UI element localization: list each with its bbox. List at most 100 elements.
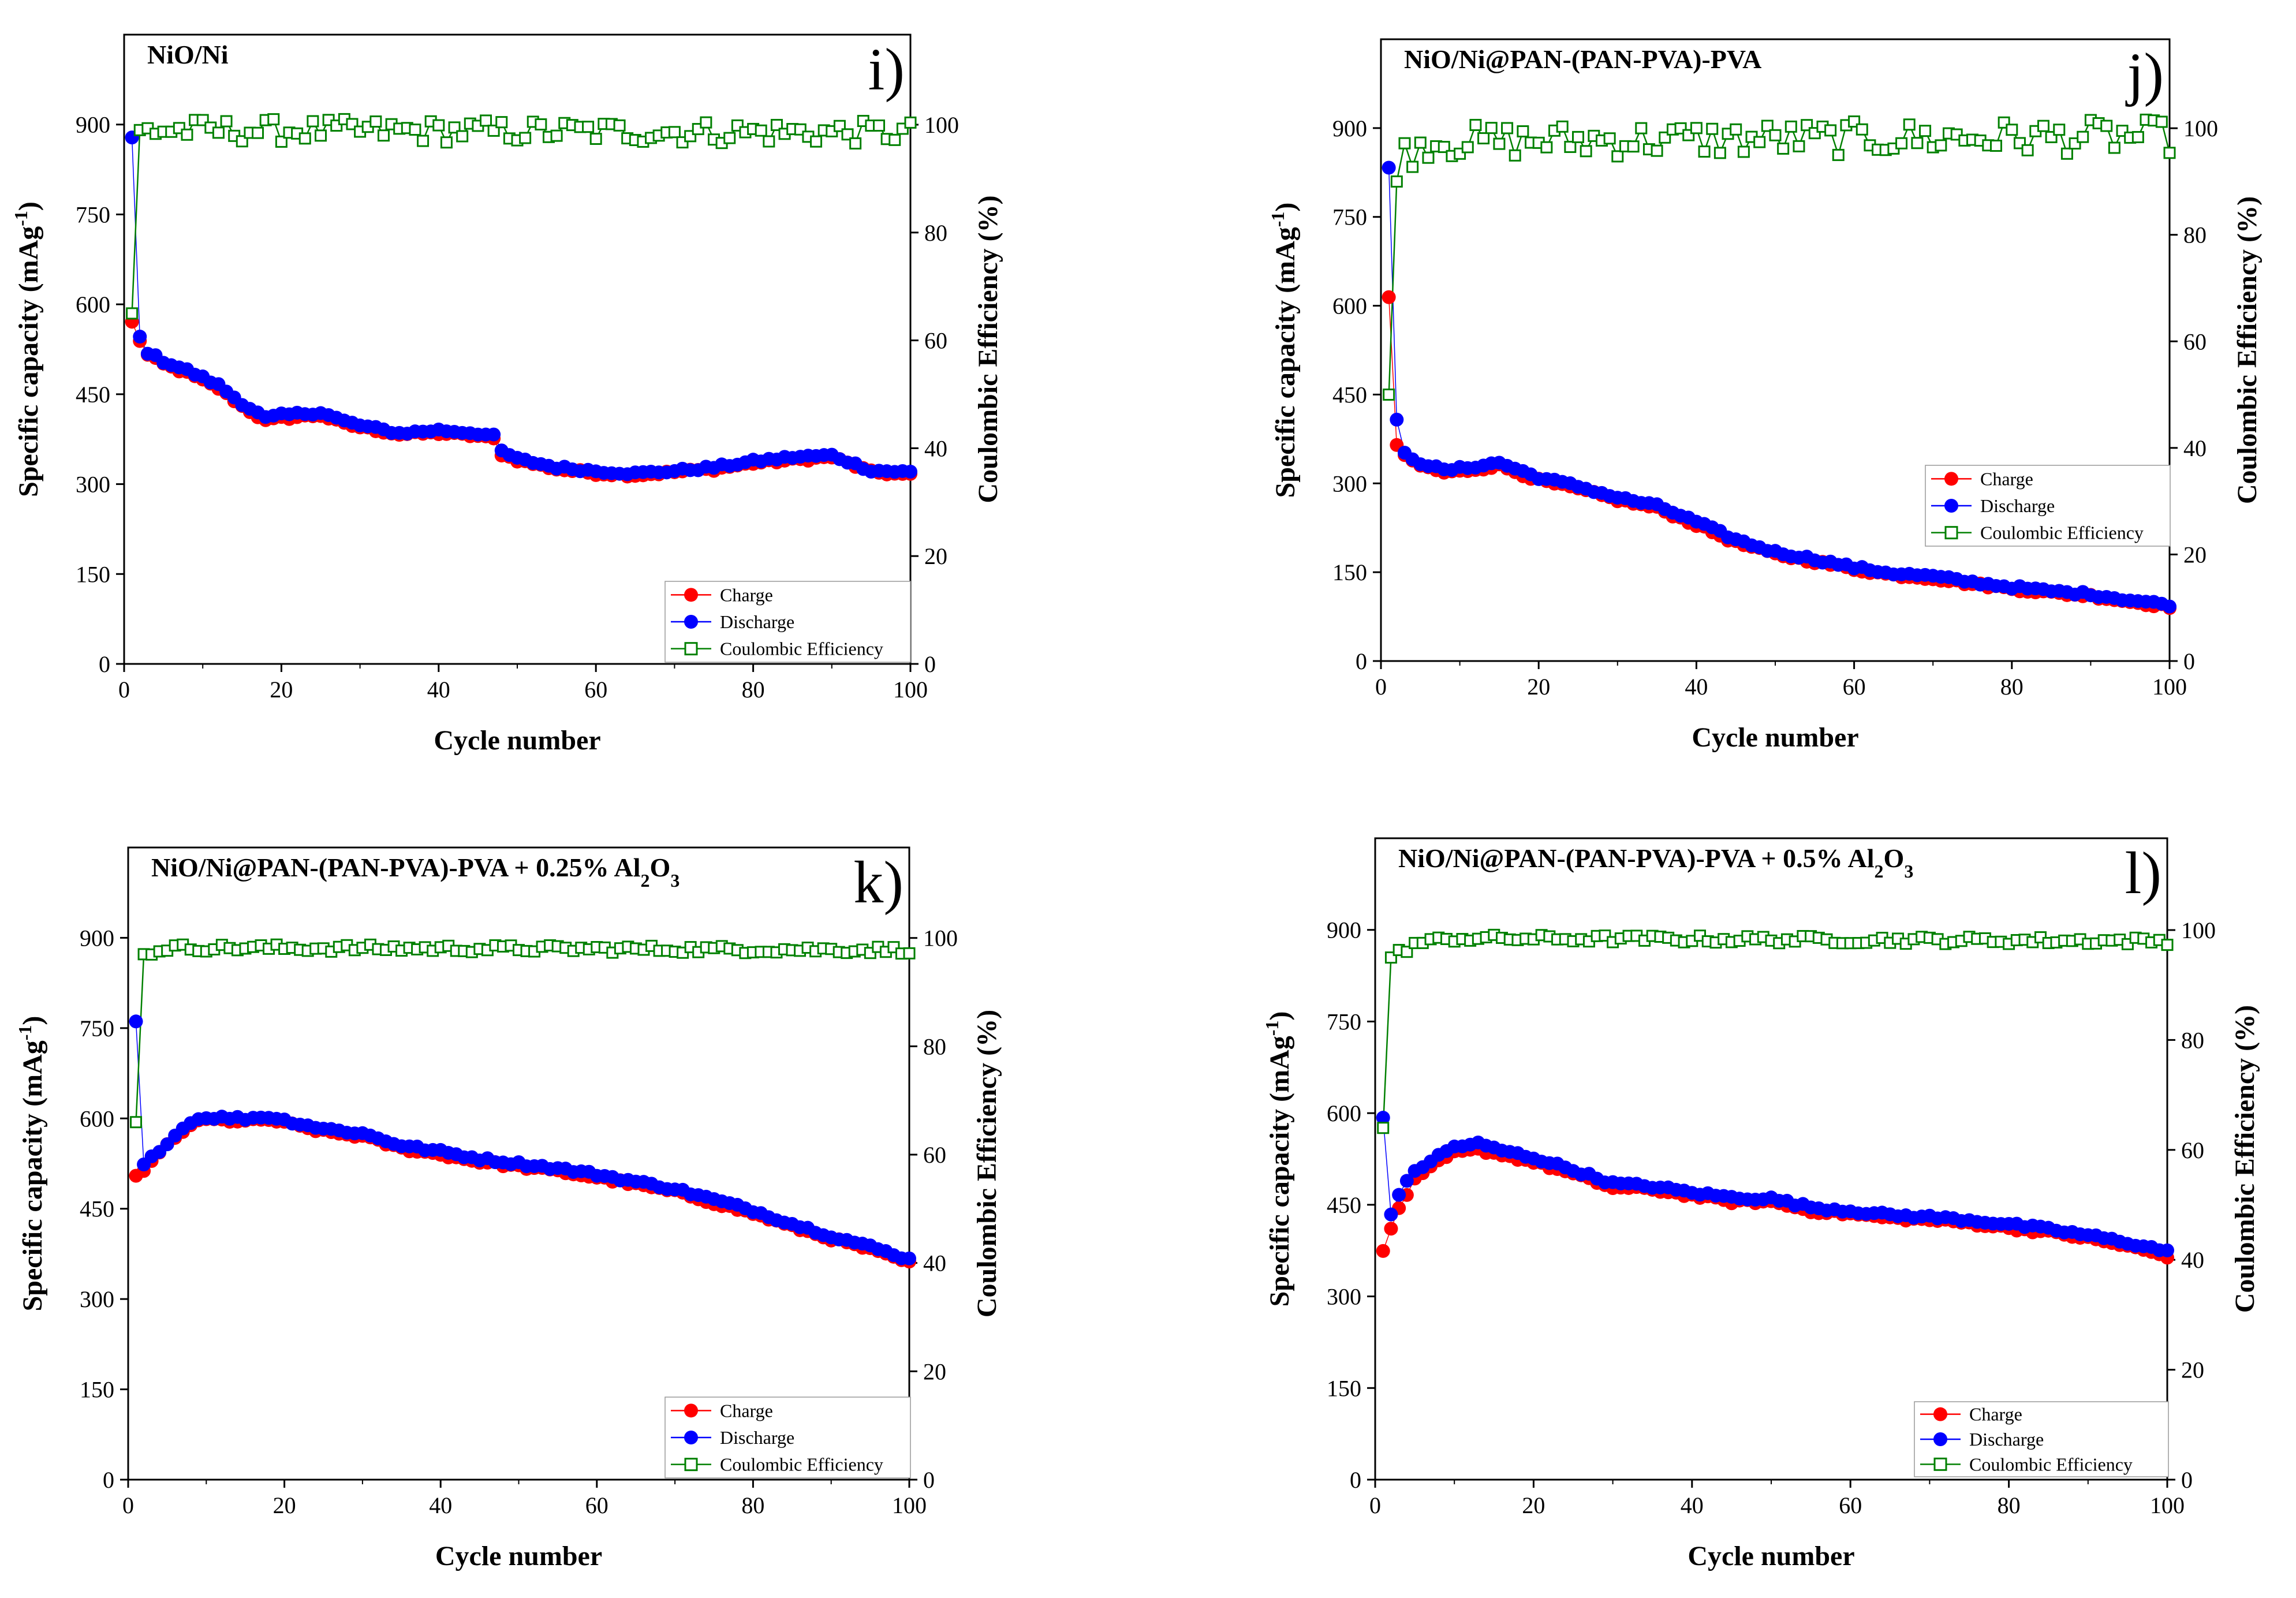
coulombic-efficiency-point [1406, 160, 1419, 173]
coulombic-efficiency-point [1761, 120, 1774, 132]
x-tick-label: 60 [585, 1492, 608, 1518]
legend: Charge Discharge Coulombic Efficiency [664, 1397, 911, 1478]
discharge-point [1392, 1188, 1406, 1202]
legend-coulombic-efficiency-marker [1933, 1457, 1947, 1471]
y2-axis-title: Coulombic Efficiency (%) [2232, 196, 2263, 504]
x-tick-label: 60 [1839, 1492, 1862, 1518]
coulombic-efficiency-point [1919, 125, 1932, 137]
coulombic-efficiency-point [873, 119, 886, 132]
x-tick-label: 0 [1369, 1492, 1381, 1518]
coulombic-efficiency-point [519, 132, 532, 144]
coulombic-efficiency-point [1414, 136, 1427, 149]
coulombic-efficiency-point [613, 119, 626, 132]
coulombic-efficiency-point [2037, 120, 2049, 132]
x-tick-label: 100 [892, 1492, 927, 1518]
coulombic-efficiency-point [700, 116, 712, 129]
y-axis-title: Specific capacity (mAg-1) [1261, 1011, 1295, 1307]
y-tick-label: 300 [1332, 471, 1367, 496]
legend-coulombic-efficiency-label: Coulombic Efficiency [720, 1454, 883, 1475]
y-tick-label: 150 [80, 1377, 114, 1403]
x-tick-label: 0 [122, 1492, 134, 1518]
y2-tick-label: 40 [924, 435, 947, 461]
coulombic-efficiency-point [2053, 124, 2066, 136]
coulombic-efficiency-point [1611, 150, 1624, 163]
y2-tick-label: 0 [924, 651, 936, 677]
coulombic-efficiency-point [1832, 148, 1845, 161]
panel-letter: l) [2125, 840, 2161, 906]
coulombic-efficiency-point [1572, 130, 1584, 143]
coulombic-efficiency-point [1753, 136, 1766, 148]
x-tick-label: 0 [1375, 674, 1387, 700]
coulombic-efficiency-point [1540, 141, 1553, 154]
x-tick-label: 40 [429, 1492, 452, 1518]
coulombic-efficiency-point [2077, 130, 2089, 143]
coulombic-efficiency-point [275, 135, 288, 148]
coulombic-efficiency-point [1390, 175, 1403, 188]
chart-panel-2: 0 20 40 60 80 1000150300450600750900020406080… [1267, 38, 2263, 753]
discharge-point [1376, 1111, 1390, 1125]
coulombic-efficiency-point [755, 124, 767, 137]
x-tick-label: 20 [273, 1492, 296, 1518]
charge-point [1384, 1222, 1398, 1236]
coulombic-efficiency-point [1737, 145, 1750, 158]
panel-letter: j) [2125, 41, 2164, 107]
coulombic-efficiency-point [904, 116, 917, 129]
coulombic-efficiency-point [841, 128, 854, 141]
coulombic-efficiency-line [1382, 934, 2168, 1128]
coulombic-efficiency-point [1635, 122, 1648, 135]
coulombic-efficiency-point [2155, 115, 2168, 128]
coulombic-efficiency-point [1784, 120, 1797, 133]
legend-coulombic-efficiency-label: Coulombic Efficiency [720, 639, 883, 659]
coulombic-efficiency-point [2021, 144, 2034, 156]
coulombic-efficiency-point [1401, 946, 1413, 958]
coulombic-efficiency-point [1769, 129, 1782, 141]
y2-tick-label: 100 [2181, 917, 2216, 943]
coulombic-efficiency-point [1651, 144, 1663, 157]
coulombic-efficiency-point [377, 129, 390, 142]
legend-charge-label: Charge [720, 1400, 773, 1421]
x-axis-title: Cycle number [1688, 1541, 1854, 1571]
legend-charge-marker [684, 1403, 698, 1418]
coulombic-efficiency-point [1911, 137, 1924, 150]
coulombic-efficiency-point [126, 307, 139, 320]
coulombic-efficiency-point [1580, 145, 1592, 158]
coulombic-efficiency-point [589, 132, 602, 145]
coulombic-efficiency-point [1398, 137, 1411, 150]
panel-title: NiO/Ni [147, 40, 229, 69]
y-tick-label: 0 [1356, 648, 1367, 674]
coulombic-efficiency-point [1793, 140, 1805, 152]
legend-charge-label: Charge [720, 584, 773, 605]
y2-tick-label: 100 [924, 112, 959, 138]
coulombic-efficiency-point [2006, 124, 2018, 136]
legend-charge-marker [1944, 472, 1958, 486]
legend-discharge-label: Discharge [720, 611, 794, 632]
discharge-point [1382, 160, 1396, 175]
coulombic-efficiency-line [1388, 119, 2171, 395]
y2-axis-title: Coulombic Efficiency (%) [2230, 1005, 2260, 1313]
y-tick-label: 300 [1327, 1284, 1361, 1310]
x-tick-label: 100 [893, 677, 928, 703]
y-tick-label: 450 [1327, 1192, 1361, 1218]
coulombic-efficiency-point [1856, 123, 1868, 136]
y-tick-label: 600 [80, 1106, 114, 1132]
y-tick-label: 450 [80, 1196, 114, 1222]
coulombic-efficiency-point [1627, 140, 1640, 153]
panel-letter: k) [853, 849, 904, 916]
panel-title: NiO/Ni@PAN-(PAN-PVA)-PVA [1404, 44, 1761, 74]
legend-coulombic-efficiency-marker [684, 642, 698, 656]
y2-tick-label: 80 [2183, 222, 2207, 248]
coulombic-efficiency-point [810, 135, 823, 148]
x-tick-label: 40 [1685, 674, 1708, 700]
x-tick-label: 20 [270, 677, 293, 703]
y-tick-label: 900 [1327, 917, 1361, 943]
discharge-point [133, 330, 147, 344]
coulombic-efficiency-point [480, 114, 492, 127]
panel-title: NiO/Ni@PAN-(PAN-PVA)-PVA + 0.25% Al2O3 [151, 853, 680, 891]
coulombic-efficiency-point [1517, 125, 1529, 138]
coulombic-efficiency-point [550, 129, 563, 142]
coulombic-efficiency-point [1377, 1122, 1390, 1134]
y2-tick-label: 40 [2181, 1247, 2204, 1273]
coulombic-efficiency-point [1895, 137, 1908, 150]
legend-coulombic-efficiency-label: Coulombic Efficiency [1980, 522, 2144, 543]
